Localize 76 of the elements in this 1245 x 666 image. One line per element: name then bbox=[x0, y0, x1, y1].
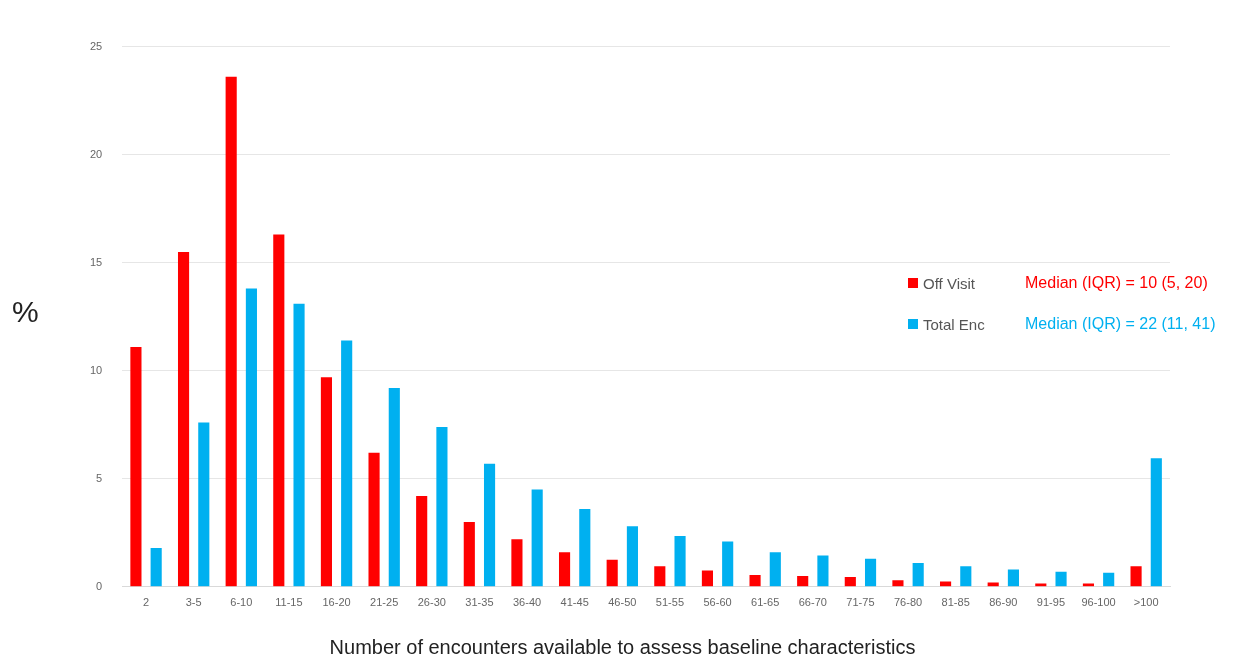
annotation: Median (IQR) = 22 (11, 41) bbox=[1025, 315, 1216, 333]
bar bbox=[198, 422, 210, 587]
x-tick-label: 31-35 bbox=[465, 596, 494, 609]
bar bbox=[225, 76, 237, 587]
y-tick-label: 15 bbox=[89, 255, 103, 268]
legend-label: Total Enc bbox=[923, 315, 986, 333]
bar bbox=[368, 452, 380, 587]
bar bbox=[817, 555, 829, 587]
bar bbox=[892, 580, 904, 587]
bar bbox=[749, 574, 761, 587]
bar bbox=[940, 581, 952, 587]
bar bbox=[654, 566, 666, 587]
legend-label: Off Visit bbox=[923, 274, 976, 292]
y-tick-label: 20 bbox=[89, 147, 103, 160]
x-tick-label: 21-25 bbox=[370, 596, 399, 609]
x-tick-label: >100 bbox=[1133, 596, 1159, 609]
bar bbox=[606, 559, 618, 587]
y-tick-label: 5 bbox=[96, 471, 103, 484]
bar bbox=[674, 536, 686, 587]
x-tick-label: 41-45 bbox=[560, 596, 589, 609]
bar bbox=[626, 526, 638, 587]
bar bbox=[769, 552, 781, 587]
x-tick-label: 76-80 bbox=[893, 596, 923, 609]
x-tick-label: 11-15 bbox=[275, 596, 303, 609]
x-tick-label: 96-100 bbox=[1081, 596, 1116, 609]
bar bbox=[416, 496, 428, 587]
x-tick-label: 61-65 bbox=[751, 596, 780, 609]
y-axis-title: % bbox=[12, 295, 39, 329]
bar bbox=[864, 558, 877, 587]
bar bbox=[960, 566, 972, 587]
x-tick-label: 46-50 bbox=[608, 596, 637, 609]
bar bbox=[341, 340, 353, 587]
x-tick-label: 3-5 bbox=[185, 596, 202, 609]
bar bbox=[722, 541, 734, 587]
x-tick-label: 16-20 bbox=[322, 596, 351, 609]
bar bbox=[463, 521, 475, 587]
bar bbox=[912, 563, 924, 587]
bar bbox=[1103, 572, 1115, 587]
bar bbox=[273, 234, 285, 587]
bar bbox=[245, 288, 257, 587]
bar bbox=[388, 388, 400, 587]
y-tick-label: 25 bbox=[89, 39, 103, 52]
bar bbox=[558, 552, 571, 587]
bar bbox=[150, 547, 162, 587]
bar bbox=[579, 509, 591, 587]
bar bbox=[1055, 571, 1067, 587]
annotation: Median (IQR) = 10 (5, 20) bbox=[1025, 274, 1208, 292]
x-tick-label: 26-30 bbox=[417, 596, 446, 609]
bar bbox=[701, 570, 713, 587]
bar bbox=[177, 251, 190, 587]
bar bbox=[1150, 458, 1162, 587]
x-tick-label: 56-60 bbox=[703, 596, 732, 609]
bar bbox=[320, 377, 332, 587]
bar bbox=[844, 577, 856, 587]
bar bbox=[987, 582, 999, 587]
x-tick-label: 81-85 bbox=[941, 596, 970, 609]
y-tick-label: 10 bbox=[89, 363, 103, 376]
x-tick-label: 71-75 bbox=[846, 596, 875, 609]
bar bbox=[531, 489, 543, 587]
bar bbox=[436, 426, 448, 587]
x-tick-label: 36-40 bbox=[512, 596, 542, 609]
bar bbox=[511, 539, 523, 587]
x-tick-label: 66-70 bbox=[798, 596, 827, 609]
x-axis-title: Number of encounters available to assess baseline characteristics bbox=[328, 636, 917, 659]
bar bbox=[1130, 566, 1142, 587]
x-tick-label: 86-90 bbox=[989, 596, 1018, 609]
x-tick-label: 91-95 bbox=[1036, 596, 1066, 609]
bar bbox=[1007, 569, 1019, 587]
bar bbox=[293, 303, 305, 587]
x-tick-label: 51-55 bbox=[655, 596, 684, 609]
bar bbox=[130, 346, 142, 587]
x-tick-label: 2 bbox=[142, 596, 150, 609]
x-tick-label: 6-10 bbox=[230, 596, 253, 609]
bar bbox=[483, 463, 496, 587]
y-tick-label: 0 bbox=[96, 579, 103, 592]
bar bbox=[797, 576, 809, 587]
